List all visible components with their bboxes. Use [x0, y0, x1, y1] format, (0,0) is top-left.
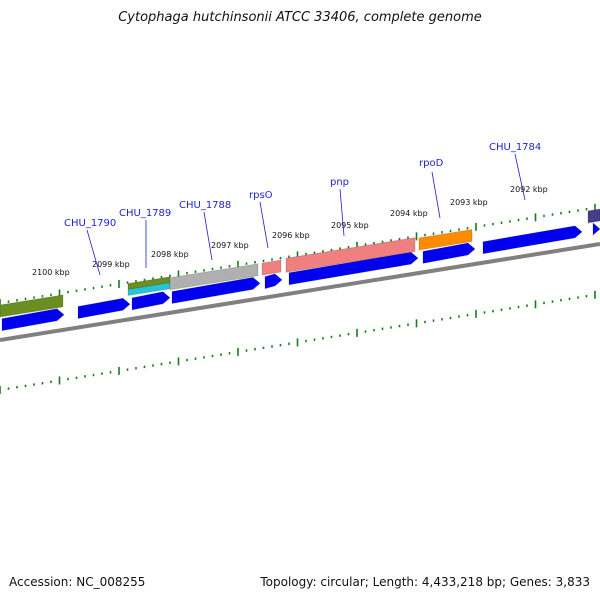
- kbp-label: 2099 kbp: [92, 260, 130, 269]
- gene-label: CHU_1784: [489, 142, 541, 153]
- gene-label: rpsO: [249, 190, 273, 201]
- cds-arrow: [131, 291, 171, 311]
- kbp-label: 2094 kbp: [390, 209, 428, 218]
- topology-text: Topology: circular; Length: 4,433,218 bp…: [260, 575, 590, 589]
- feature-chu1790: [0, 294, 64, 318]
- kbp-label: 2096 kbp: [272, 231, 310, 240]
- kbp-label: 2098 kbp: [151, 250, 189, 259]
- map-title: Cytophaga hutchinsonii ATCC 33406, compl…: [118, 10, 482, 25]
- cds-arrow: [77, 297, 131, 320]
- cds-arrow: [288, 251, 419, 286]
- cds-arrow: [264, 273, 283, 290]
- kbp-label: 2092 kbp: [510, 185, 548, 194]
- gene-leader-line: [431, 171, 441, 219]
- gene-label: CHU_1790: [64, 218, 116, 229]
- cds-arrow: [1, 308, 65, 332]
- feature-chu1784: [587, 208, 600, 224]
- kbp-label: 2095 kbp: [331, 221, 369, 230]
- cds-arrow: [592, 221, 600, 237]
- gene-leader-line: [203, 211, 213, 261]
- cds-arrow: [422, 242, 476, 264]
- kbp-labels: 2100 kbp 2099 kbp 2098 kbp 2097 kbp 2096 kbp…: [32, 185, 548, 277]
- kbp-label: 2093 kbp: [450, 198, 488, 207]
- feature-rpso: [261, 259, 282, 276]
- gene-label: CHU_1789: [119, 208, 171, 219]
- cds-arrow: [482, 225, 583, 255]
- gene-leader-line: [259, 201, 269, 249]
- lower-tick-row: [0, 290, 596, 394]
- kbp-label: 2100 kbp: [32, 268, 70, 277]
- feature-pnp: [285, 237, 416, 273]
- gene-leader-line: [86, 229, 101, 276]
- accession-text: Accession: NC_008255: [9, 575, 146, 589]
- kbp-label: 2097 kbp: [211, 241, 249, 250]
- gene-label: rpoD: [419, 158, 444, 169]
- gene-label: pnp: [330, 177, 349, 188]
- backbone-line: [0, 242, 600, 342]
- feature-rpod: [418, 228, 473, 251]
- gene-leader-line: [514, 153, 526, 201]
- cds-arrow: [171, 276, 261, 305]
- gene-label: CHU_1788: [179, 200, 231, 211]
- gene-leader-line: [339, 188, 345, 237]
- feature-chu1788: [169, 263, 259, 291]
